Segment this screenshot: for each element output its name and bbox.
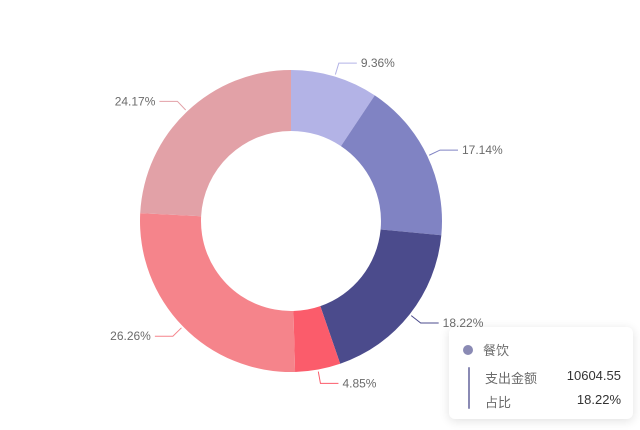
tooltip-row-ratio: 占比 18.22% — [485, 392, 621, 411]
label-leader-line-2 — [410, 315, 439, 324]
slice-percent-label-0: 9.36% — [361, 56, 395, 70]
slice-percent-label-5: 24.17% — [115, 94, 156, 108]
tooltip-row-amount: 支出金额 10604.55 — [485, 368, 621, 387]
label-leader-line-1 — [428, 149, 458, 156]
slice-percent-label-1: 17.14% — [462, 143, 503, 157]
tooltip-row-value: 18.22% — [576, 392, 621, 407]
label-leader-line-5 — [159, 100, 187, 111]
slice-percent-label-4: 26.26% — [110, 329, 151, 343]
label-leader-line-3 — [317, 371, 339, 384]
chart-tooltip: 餐饮 支出金额 10604.55 占比 18.22% — [449, 327, 633, 419]
tooltip-accent-bar — [468, 367, 470, 409]
donut-slice-0[interactable] — [291, 70, 375, 147]
tooltip-series-dot — [463, 344, 473, 355]
tooltip-row-label: 支出金额 — [485, 371, 538, 386]
label-leader-line-0 — [334, 62, 357, 75]
label-leader-line-4 — [154, 327, 182, 337]
donut-slice-3[interactable] — [293, 306, 341, 372]
donut-slice-1[interactable] — [340, 95, 442, 236]
donut-slice-2[interactable] — [320, 229, 442, 364]
donut-slice-5[interactable] — [140, 70, 291, 217]
tooltip-title: 餐饮 — [483, 343, 510, 358]
tooltip-row-label: 占比 — [485, 395, 512, 410]
donut-slice-4[interactable] — [139, 213, 296, 372]
tooltip-header: 餐饮 — [463, 340, 509, 359]
slice-percent-label-2: 18.22% — [443, 316, 484, 330]
tooltip-row-value: 10604.55 — [566, 368, 621, 383]
slice-percent-label-3: 4.85% — [342, 376, 376, 390]
